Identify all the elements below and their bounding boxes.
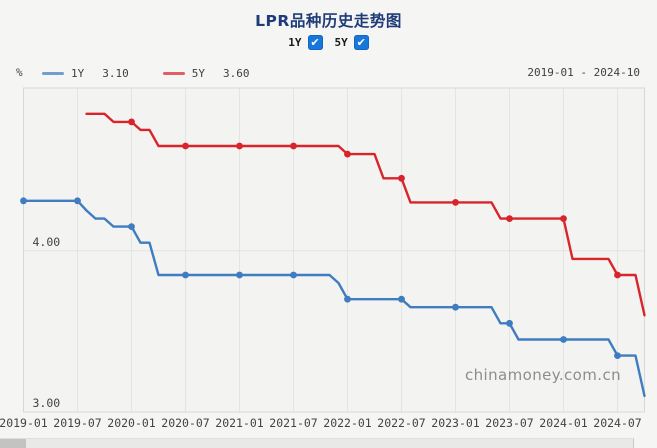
legend-value-5y: 3.60: [223, 66, 250, 80]
data-point-5Y-2024-07: [614, 271, 621, 279]
data-point-5Y-2022-01: [344, 150, 351, 158]
y-tick-label: 4.00: [33, 235, 61, 249]
x-tick-label: 2024-01: [539, 416, 588, 430]
data-point-5Y-2020-07: [182, 142, 189, 150]
plot-border: [23, 87, 645, 413]
series-line-5Y: [85, 112, 646, 317]
x-tick-label: 2023-01: [431, 416, 480, 430]
data-point-5Y-2024-01: [560, 215, 567, 223]
data-point-1Y-2023-01: [452, 303, 459, 311]
data-point-1Y-2022-01: [344, 295, 351, 303]
scrollbar-thumb[interactable]: [0, 439, 26, 448]
data-point-5Y-2022-07: [398, 174, 405, 182]
check-icon: ✔: [310, 35, 320, 49]
horizontal-scrollbar[interactable]: [0, 438, 634, 448]
plot-area: [23, 88, 645, 412]
check-icon: ✔: [356, 35, 366, 49]
y-axis-unit-label: %: [16, 66, 23, 79]
data-point-1Y-2020-01: [128, 223, 135, 231]
legend-name-1y: 1Y: [71, 66, 85, 80]
legend-name-5y: 5Y: [191, 66, 205, 80]
data-point-1Y-2024-07: [614, 352, 621, 359]
toggle-5y[interactable]: 5Y ✔: [334, 34, 369, 50]
legend-line-swatch-1y: [42, 71, 64, 75]
x-tick-label: 2021-01: [215, 416, 264, 430]
data-point-5Y-2023-01: [452, 199, 459, 206]
checkbox-5y-checked[interactable]: ✔: [353, 34, 369, 50]
y-tick-label: 3.00: [33, 396, 61, 410]
page-title: LPR品种历史走势图: [255, 12, 402, 30]
legend-value-1y: 3.10: [102, 66, 129, 80]
data-point-5Y-2021-01: [236, 142, 243, 150]
watermark: chinamoney.com.cn: [464, 366, 621, 384]
data-point-1Y-2019-07: [74, 197, 81, 205]
toggle-1y[interactable]: 1Y ✔: [288, 34, 323, 50]
x-tick-label: 2019-01: [0, 416, 48, 430]
toggle-1y-label: 1Y: [288, 35, 302, 49]
x-tick-label: 2023-07: [485, 416, 534, 430]
data-point-1Y-2021-01: [236, 271, 243, 279]
data-point-1Y-2024-01: [560, 336, 567, 343]
x-tick-label: 2022-01: [323, 416, 372, 430]
data-point-5Y-2020-01: [128, 118, 135, 126]
data-point-1Y-2022-07: [398, 295, 405, 303]
data-point-5Y-2023-07: [506, 215, 513, 223]
toggle-5y-label: 5Y: [334, 35, 348, 49]
x-axis-labels: 2019-01 2019-07 2020-01 2020-07 2021-01 2021-…: [0, 416, 642, 430]
series-markers-1Y: [20, 197, 621, 359]
legend-item-1y: 1Y 3.10: [42, 65, 129, 81]
data-point-1Y-2021-07: [290, 271, 297, 279]
x-tick-label: 2020-07: [161, 416, 210, 430]
checkbox-1y-checked[interactable]: ✔: [307, 34, 323, 50]
gridlines: [23, 88, 645, 412]
x-tick-label: 2019-07: [53, 416, 102, 430]
legend-item-5y: 5Y 3.60: [162, 65, 250, 81]
x-tick-label: 2020-01: [107, 416, 156, 430]
data-point-1Y-2019-01: [20, 197, 27, 205]
series-toggles: 1Y ✔ 5Y ✔: [0, 33, 657, 51]
data-point-5Y-2021-07: [290, 142, 297, 150]
x-tick-label: 2022-07: [377, 416, 426, 430]
y-axis-labels: 4.00 3.00: [33, 235, 61, 410]
date-range: 2019-01 - 2024-10: [527, 66, 640, 79]
legend-row: % 1Y 3.10 5Y 3.60 2019-01 - 2024-10: [0, 65, 657, 81]
legend-items: 1Y 3.10 5Y 3.60: [42, 65, 250, 81]
data-point-1Y-2023-07: [506, 319, 513, 327]
x-tick-label: 2021-07: [269, 416, 318, 430]
series-line-1Y: [22, 199, 646, 398]
series-markers-5Y: [128, 118, 621, 279]
data-point-1Y-2020-07: [182, 271, 189, 279]
legend-line-swatch-5y: [162, 71, 185, 75]
x-tick-label: 2024-07: [593, 416, 642, 430]
